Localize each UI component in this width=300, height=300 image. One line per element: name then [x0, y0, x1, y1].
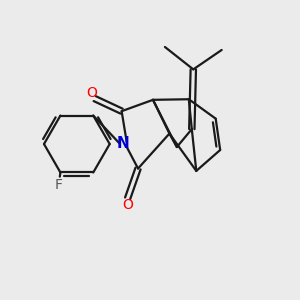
Text: O: O — [86, 86, 97, 100]
Text: N: N — [117, 136, 130, 151]
Text: F: F — [55, 178, 63, 192]
Text: O: O — [122, 198, 133, 212]
